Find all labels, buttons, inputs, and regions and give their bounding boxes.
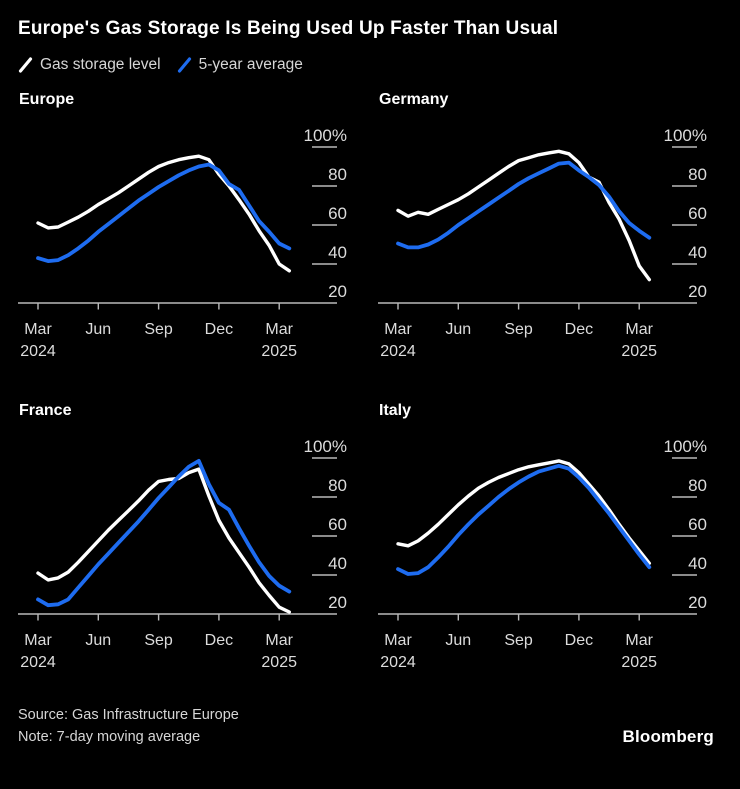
svg-text:2024: 2024 [380,654,416,671]
svg-text:60: 60 [328,204,347,223]
svg-text:Mar: Mar [384,632,412,649]
svg-text:2025: 2025 [261,343,297,360]
legend-label-gas-storage: Gas storage level [40,55,161,73]
svg-text:40: 40 [688,554,707,573]
svg-text:20: 20 [328,282,347,301]
source-text: Source: Gas Infrastructure Europe [18,706,239,723]
panel-title-france: France [19,401,72,419]
svg-text:20: 20 [328,593,347,612]
svg-text:100%: 100% [304,437,347,456]
svg-text:100%: 100% [664,437,707,456]
svg-text:40: 40 [328,554,347,573]
blue-slash-icon [177,57,191,73]
svg-text:Sep: Sep [504,632,533,649]
legend-label-5yr-average: 5-year average [198,55,303,73]
svg-text:2024: 2024 [20,654,56,671]
svg-text:Sep: Sep [144,632,173,649]
svg-text:Sep: Sep [144,321,173,338]
footnotes: Source: Gas Infrastructure Europe Note: … [18,705,239,749]
svg-text:2025: 2025 [261,654,297,671]
svg-text:60: 60 [328,515,347,534]
svg-text:60: 60 [688,204,707,223]
svg-text:Mar: Mar [265,632,293,649]
svg-text:Jun: Jun [445,632,471,649]
svg-text:80: 80 [328,165,347,184]
svg-text:2024: 2024 [380,343,416,360]
svg-text:2024: 2024 [20,343,56,360]
svg-text:Mar: Mar [24,321,52,338]
legend: Gas storage level 5-year average [18,54,740,76]
svg-text:80: 80 [328,476,347,495]
svg-text:Mar: Mar [384,321,412,338]
svg-text:40: 40 [688,243,707,262]
line-chart-europe: 100% 80 60 40 20 Mar Jun Sep Dec Mar 2024 2025 [18,126,347,360]
legend-item-5yr-average: 5-year average [177,56,303,74]
chart-panel-germany: Germany 100% 80 60 40 20 Mar Jun Sep Dec Mar 2024 2… [378,91,730,360]
svg-text:Jun: Jun [85,321,111,338]
bloomberg-logo: Bloomberg [622,727,714,747]
svg-text:Jun: Jun [445,321,471,338]
svg-text:100%: 100% [664,126,707,145]
svg-text:100%: 100% [304,126,347,145]
svg-text:60: 60 [688,515,707,534]
note-text: Note: 7-day moving average [18,728,201,745]
svg-text:Dec: Dec [565,321,593,338]
chart-title: Europe's Gas Storage Is Being Used Up Fa… [18,18,559,39]
svg-text:Sep: Sep [504,321,533,338]
line-chart-france: 100% 80 60 40 20 Mar Jun Sep Dec Mar 2024 2025 [18,437,347,671]
panel-title-germany: Germany [379,90,449,108]
svg-text:Jun: Jun [85,632,111,649]
svg-text:20: 20 [688,593,707,612]
small-multiples-grid: Europe 100% 80 60 40 20 Mar Jun Sep Dec Mar 2024 20… [18,91,740,671]
footer: Source: Gas Infrastructure Europe Note: … [18,705,740,749]
svg-text:20: 20 [688,282,707,301]
chart-panel-france: France 100% 80 60 40 20 Mar Jun Sep Dec Mar 2024 20… [18,402,370,671]
line-chart-germany: 100% 80 60 40 20 Mar Jun Sep Dec Mar 2024 2025 [378,126,707,360]
line-chart-italy: 100% 80 60 40 20 Mar Jun Sep Dec Mar 2024 2025 [378,437,707,671]
svg-text:2025: 2025 [621,654,657,671]
panel-title-italy: Italy [379,401,412,419]
panel-title-europe: Europe [19,90,75,108]
svg-text:Dec: Dec [205,321,233,338]
svg-text:80: 80 [688,165,707,184]
svg-text:Mar: Mar [625,321,653,338]
svg-text:40: 40 [328,243,347,262]
svg-text:2025: 2025 [621,343,657,360]
white-slash-icon [18,57,33,73]
svg-text:Mar: Mar [265,321,293,338]
svg-text:Dec: Dec [205,632,233,649]
svg-text:80: 80 [688,476,707,495]
chart-panel-europe: Europe 100% 80 60 40 20 Mar Jun Sep Dec Mar 2024 20… [18,91,370,360]
legend-item-gas-storage: Gas storage level [18,56,161,74]
chart-panel-italy: Italy 100% 80 60 40 20 Mar Jun Sep Dec Mar 2024 202… [378,402,730,671]
svg-text:Mar: Mar [24,632,52,649]
svg-text:Dec: Dec [565,632,593,649]
svg-text:Mar: Mar [625,632,653,649]
